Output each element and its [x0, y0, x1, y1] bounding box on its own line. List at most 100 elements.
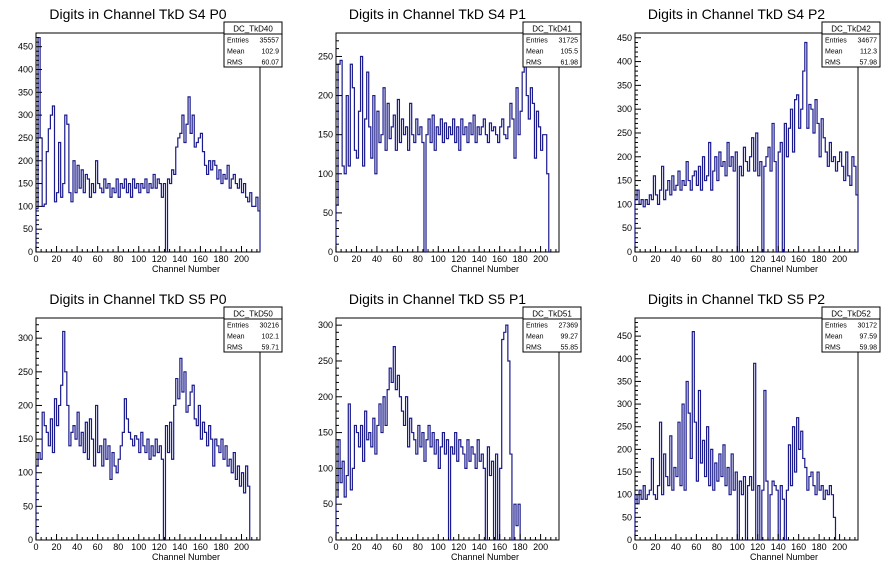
y-tick-label: 200	[18, 400, 33, 410]
plot-frame	[335, 317, 560, 541]
stats-value: 59.98	[859, 345, 877, 352]
y-tick-label: 0	[28, 535, 33, 545]
y-tick-label: 300	[18, 110, 33, 120]
x-tick-label: 40	[72, 542, 82, 552]
y-tick-label: 300	[318, 320, 333, 330]
stats-label: RMS	[526, 60, 542, 67]
x-tick-label: 0	[333, 542, 338, 552]
stats-label: Entries	[227, 38, 249, 45]
stats-value: 27369	[559, 323, 579, 330]
y-tick-label: 100	[318, 169, 333, 179]
x-tick-label: 200	[234, 254, 249, 264]
stats-value: 97.59	[859, 334, 877, 341]
stats-box-frame	[223, 306, 283, 353]
y-tick-label: 150	[617, 467, 632, 477]
stats-label: Mean	[227, 49, 245, 56]
chart-title: Digits in Channel TkD S4 P0	[49, 6, 226, 22]
y-tick-label: 50	[323, 499, 333, 509]
x-tick-label: 20	[52, 542, 62, 552]
x-tick-label: 80	[113, 542, 123, 552]
y-tick-label: 350	[18, 87, 33, 97]
y-tick-label: 250	[18, 133, 33, 143]
x-axis-label: Channel Number	[451, 552, 519, 562]
x-tick-label: 0	[632, 542, 637, 552]
x-tick-label: 80	[712, 542, 722, 552]
y-tick-label: 50	[23, 501, 33, 511]
x-tick-label: 80	[413, 254, 423, 264]
x-tick-label: 0	[33, 542, 38, 552]
x-tick-label: 180	[213, 542, 228, 552]
y-tick-label: 200	[18, 156, 33, 166]
x-tick-label: 180	[513, 542, 528, 552]
y-tick-label: 50	[23, 224, 33, 234]
stats-label: Mean	[825, 334, 843, 341]
y-tick-label: 50	[622, 512, 632, 522]
y-tick-label: 450	[617, 33, 632, 43]
stats-label: RMS	[526, 345, 542, 352]
stats-box-name: DC_TkD42	[831, 25, 871, 34]
stats-value: 112.3	[860, 49, 877, 56]
stats-box-name: DC_TkD50	[233, 310, 273, 319]
x-tick-label: 0	[632, 254, 637, 264]
x-tick-label: 60	[691, 542, 701, 552]
x-tick-label: 140	[472, 254, 487, 264]
y-tick-label: 200	[617, 152, 632, 162]
histogram-panel: Digits in Channel TkD S5 P0 0 20 40 60 80 100 1…	[18, 291, 283, 562]
x-tick-label: 140	[472, 542, 487, 552]
stats-box: DC_TkD51 Entries 27369 Mean 99.27 RMS 55.85	[522, 306, 582, 353]
stats-value: 30172	[858, 323, 878, 330]
x-tick-label: 140	[771, 542, 786, 552]
y-tick-label: 100	[617, 490, 632, 500]
y-tick-label: 0	[28, 247, 33, 257]
x-tick-label: 60	[93, 542, 103, 552]
x-tick-label: 120	[750, 542, 765, 552]
stats-label: Entries	[526, 323, 548, 330]
stats-value: 105.5	[560, 49, 578, 56]
stats-value: 102.9	[261, 49, 279, 56]
x-tick-label: 200	[832, 254, 847, 264]
y-tick-label: 250	[318, 51, 333, 61]
y-tick-label: 400	[18, 65, 33, 75]
x-tick-label: 0	[33, 254, 38, 264]
x-tick-label: 0	[333, 254, 338, 264]
x-tick-label: 20	[351, 542, 361, 552]
stats-label: RMS	[227, 60, 243, 67]
x-tick-label: 200	[234, 542, 249, 552]
y-tick-label: 0	[627, 247, 632, 257]
y-tick-label: 0	[328, 247, 333, 257]
x-tick-label: 40	[671, 542, 681, 552]
x-tick-label: 20	[650, 254, 660, 264]
x-axis-label: Channel Number	[750, 552, 818, 562]
x-tick-label: 140	[172, 254, 187, 264]
stats-label: Entries	[825, 323, 847, 330]
y-tick-label: 150	[18, 434, 33, 444]
y-tick-label: 250	[617, 422, 632, 432]
stats-box-name: DC_TkD52	[831, 310, 871, 319]
x-tick-label: 120	[152, 254, 167, 264]
histogram-series-line	[634, 41, 859, 253]
x-tick-label: 120	[750, 254, 765, 264]
stats-value: 60.07	[261, 60, 279, 67]
y-tick-label: 100	[617, 199, 632, 209]
stats-value: 34677	[858, 38, 878, 45]
histogram-series-line	[35, 36, 261, 253]
stats-box-frame	[821, 306, 881, 353]
histogram-panel: Digits in Channel TkD S5 P2 0 20 40 60 80 100 1…	[617, 291, 881, 562]
stats-value: 30216	[260, 323, 280, 330]
plot-frame	[35, 317, 261, 541]
y-tick-label: 100	[18, 201, 33, 211]
stats-label: Entries	[227, 323, 249, 330]
y-tick-label: 400	[617, 57, 632, 67]
x-tick-label: 20	[52, 254, 62, 264]
histogram-series-line	[335, 324, 523, 541]
stats-label: Entries	[825, 38, 847, 45]
x-tick-label: 120	[152, 542, 167, 552]
y-tick-label: 450	[617, 331, 632, 341]
y-tick-label: 50	[323, 208, 333, 218]
x-tick-label: 120	[451, 542, 466, 552]
x-axis-label: Channel Number	[152, 264, 220, 274]
histogram-series-line	[335, 55, 551, 253]
x-tick-label: 60	[691, 254, 701, 264]
stats-box: DC_TkD42 Entries 34677 Mean 112.3 RMS 57.98	[821, 21, 881, 68]
y-tick-label: 450	[18, 42, 33, 52]
